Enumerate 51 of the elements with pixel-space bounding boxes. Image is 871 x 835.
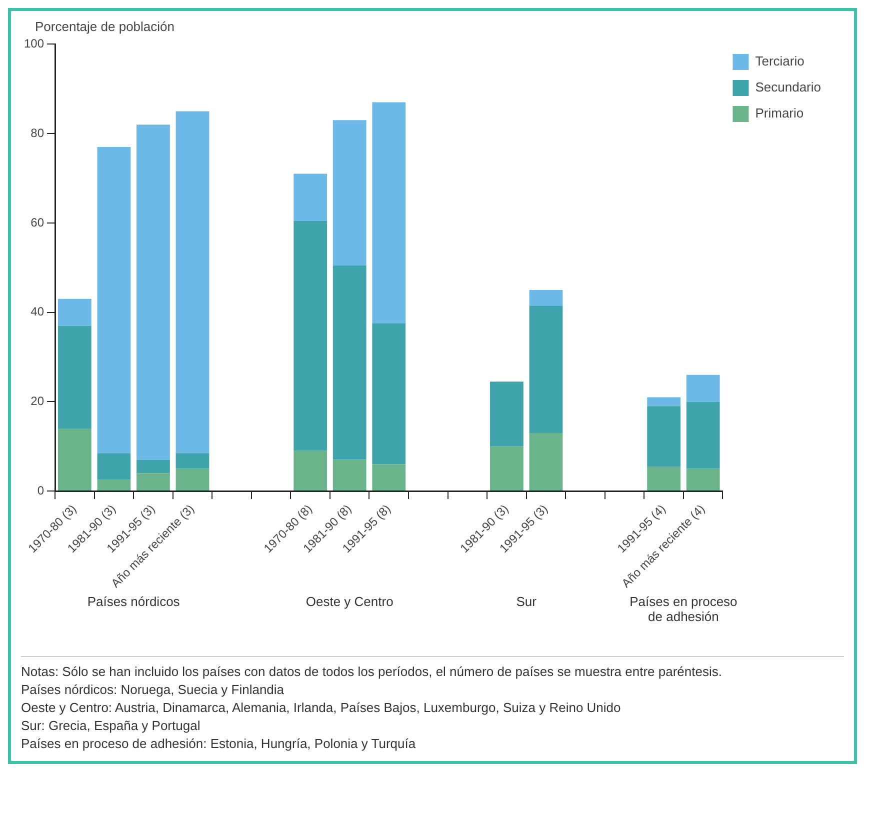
legend-label: Primario bbox=[755, 106, 804, 121]
text: Notas: Sólo se han incluido los países con datos de todos los períodos, el número de países se muestra entre paréntesis. bbox=[21, 663, 723, 681]
bar bbox=[58, 326, 92, 428]
bar bbox=[686, 402, 720, 469]
legend-label: Secundario bbox=[755, 80, 822, 95]
bar bbox=[176, 468, 210, 491]
bar bbox=[372, 323, 406, 464]
y-tick-label: 100 bbox=[24, 36, 44, 51]
bar bbox=[529, 290, 563, 306]
bar bbox=[529, 306, 563, 433]
y-tick-label: 60 bbox=[30, 215, 44, 230]
bar bbox=[58, 298, 92, 326]
bar bbox=[372, 464, 406, 491]
bar bbox=[294, 174, 328, 221]
bar bbox=[97, 453, 131, 480]
y-axis-title: Porcentaje de población bbox=[35, 19, 176, 34]
text: Oeste y Centro bbox=[304, 594, 394, 609]
bar bbox=[529, 432, 563, 491]
text: Sur: Grecia, España y Portugal bbox=[21, 717, 202, 735]
bar bbox=[647, 397, 681, 406]
bar bbox=[686, 374, 720, 402]
bar bbox=[176, 453, 210, 469]
bar bbox=[294, 220, 328, 451]
bar bbox=[294, 450, 328, 491]
bar bbox=[332, 265, 366, 460]
bar bbox=[176, 111, 210, 454]
bar bbox=[136, 124, 170, 460]
bar bbox=[490, 446, 524, 491]
bar bbox=[490, 382, 524, 446]
bar bbox=[686, 468, 720, 491]
legend-label: Terciario bbox=[755, 54, 804, 69]
text: Sur bbox=[515, 594, 538, 609]
text: Países en proceso de adhesión bbox=[628, 594, 738, 624]
bar bbox=[58, 428, 92, 491]
text: Países nórdicos bbox=[86, 594, 181, 609]
bar bbox=[647, 406, 681, 466]
bar bbox=[647, 466, 681, 491]
y-tick-label: 40 bbox=[30, 304, 44, 319]
bar bbox=[97, 480, 131, 491]
y-tick-label: 0 bbox=[37, 483, 44, 498]
bar bbox=[136, 473, 170, 491]
bar bbox=[332, 120, 366, 266]
text: Países nórdicos: Noruega, Suecia y Finlandia bbox=[21, 681, 286, 699]
bar bbox=[332, 460, 366, 491]
y-tick-label: 20 bbox=[30, 394, 44, 408]
text: Oeste y Centro: Austria, Dinamarca, Alemania, Irlanda, Países Bajos, Luxemburgo, Suiza y Reino Unido bbox=[21, 699, 622, 717]
y-tick-label: 80 bbox=[30, 126, 44, 140]
bar bbox=[97, 146, 131, 454]
bar bbox=[372, 102, 406, 324]
bar bbox=[136, 460, 170, 474]
text: Países en proceso de adhesión: Estonia, Hungría, Polonia y Turquía bbox=[21, 735, 417, 753]
